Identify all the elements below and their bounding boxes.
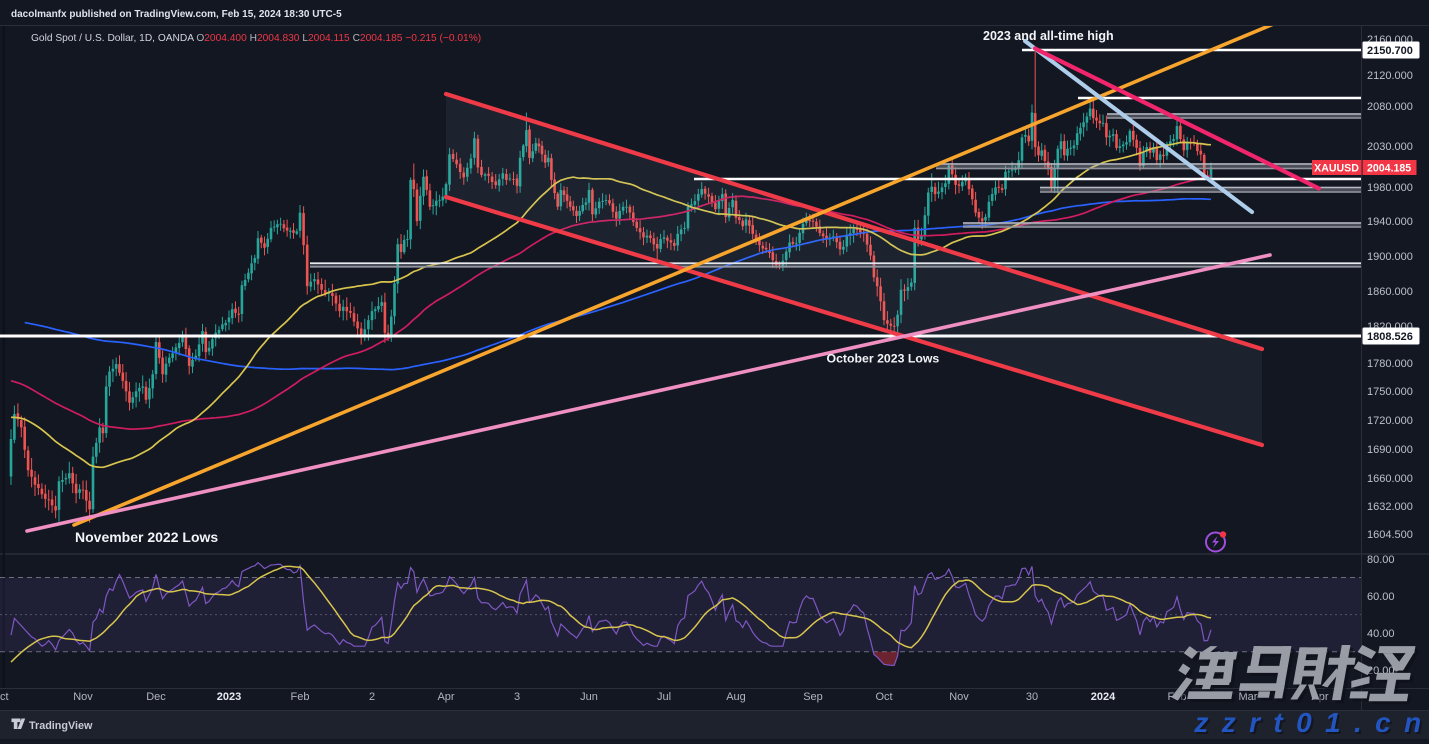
- svg-text:3: 3: [514, 691, 520, 703]
- svg-text:Apr: Apr: [437, 691, 454, 703]
- svg-text:Aug: Aug: [726, 691, 746, 703]
- svg-text:60.00: 60.00: [1367, 591, 1395, 603]
- svg-text:Oct: Oct: [875, 691, 892, 703]
- svg-text:Jun: Jun: [580, 691, 598, 703]
- svg-text:Gold Spot / U.S. Dollar, 1D, O: Gold Spot / U.S. Dollar, 1D, OANDA O2004…: [31, 33, 481, 44]
- svg-text:2120.000: 2120.000: [1367, 70, 1413, 82]
- svg-text:2030.000: 2030.000: [1367, 141, 1413, 153]
- svg-text:40.00: 40.00: [1367, 628, 1395, 640]
- svg-text:1940.000: 1940.000: [1367, 216, 1413, 228]
- svg-text:1690.000: 1690.000: [1367, 444, 1413, 456]
- svg-text:2024: 2024: [1091, 691, 1116, 703]
- svg-text:1900.000: 1900.000: [1367, 251, 1413, 263]
- svg-text:Mar: Mar: [1239, 691, 1258, 703]
- svg-text:1660.000: 1660.000: [1367, 473, 1413, 485]
- svg-text:Feb: Feb: [291, 691, 310, 703]
- svg-text:October 2023 Lows: October 2023 Lows: [827, 352, 940, 366]
- svg-text:1808.526: 1808.526: [1367, 331, 1413, 343]
- svg-text:2080.000: 2080.000: [1367, 101, 1413, 113]
- svg-text:Nov: Nov: [73, 691, 93, 703]
- svg-text:1780.000: 1780.000: [1367, 358, 1413, 370]
- svg-text:z z r t 0 1 . c n: z z r t 0 1 . c n: [1195, 709, 1426, 739]
- svg-text:TradingView: TradingView: [29, 720, 93, 732]
- svg-text:Sep: Sep: [803, 691, 823, 703]
- svg-text:2150.700: 2150.700: [1367, 45, 1413, 57]
- svg-text:November 2022 Lows: November 2022 Lows: [75, 529, 218, 545]
- svg-text:z z r t 0 1 . c n: z z r t 0 1 . c n: [1193, 707, 1424, 738]
- svg-text:Jul: Jul: [657, 691, 671, 703]
- svg-text:Dec: Dec: [146, 691, 166, 703]
- svg-text:dacolmanfx published on Tradin: dacolmanfx published on TradingView.com,…: [11, 9, 342, 20]
- svg-text:2: 2: [369, 691, 375, 703]
- svg-text:Nov: Nov: [949, 691, 969, 703]
- svg-text:XAUUSD: XAUUSD: [1314, 162, 1359, 174]
- svg-text:2004.185: 2004.185: [1367, 162, 1411, 174]
- svg-text:1604.500: 1604.500: [1367, 529, 1413, 541]
- svg-text:2023: 2023: [217, 691, 241, 703]
- svg-text:2023 and all-time high: 2023 and all-time high: [983, 29, 1114, 43]
- svg-text:1720.000: 1720.000: [1367, 415, 1413, 427]
- svg-text:ct: ct: [0, 691, 9, 703]
- svg-text:1750.000: 1750.000: [1367, 386, 1413, 398]
- svg-text:1980.000: 1980.000: [1367, 182, 1413, 194]
- svg-text:80.00: 80.00: [1367, 554, 1395, 566]
- svg-text:30: 30: [1026, 691, 1038, 703]
- svg-text:1632.000: 1632.000: [1367, 501, 1413, 513]
- svg-text:1860.000: 1860.000: [1367, 286, 1413, 298]
